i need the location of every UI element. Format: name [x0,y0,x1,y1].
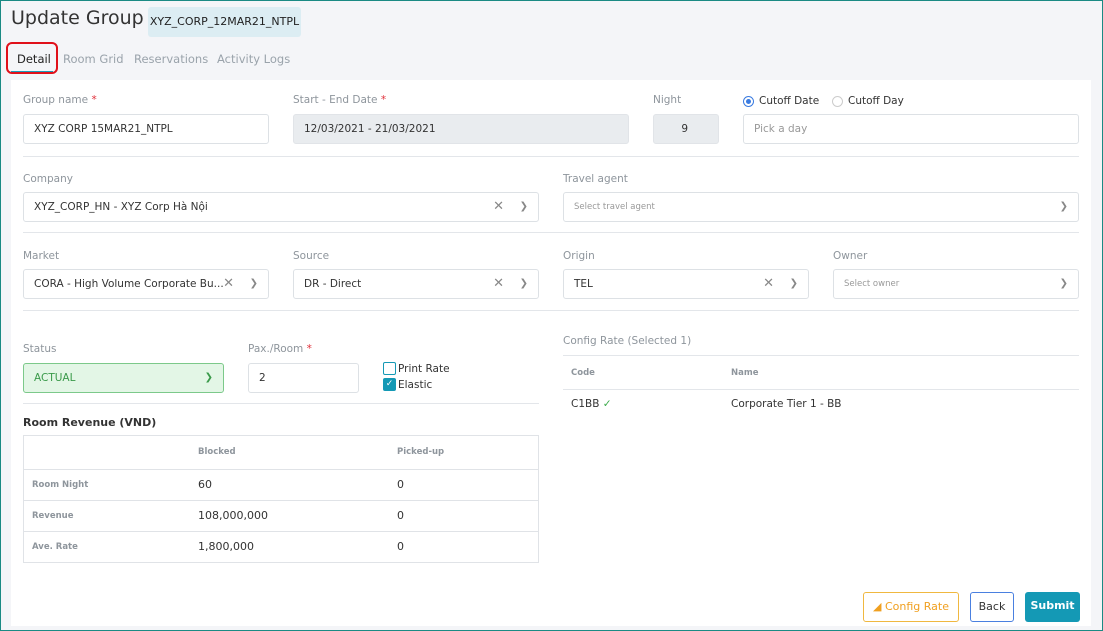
chevron-down-icon: ❯ [519,201,528,212]
divider [563,355,1079,356]
owner-label: Owner [833,250,868,262]
print-rate-checkbox[interactable]: Print Rate [383,362,450,375]
origin-label: Origin [563,250,595,262]
config-icon: ◢ [873,600,882,613]
chevron-down-icon: ❯ [1059,278,1068,289]
market-select[interactable]: CORA - High Volume Corporate Bu... ✕ ❯ [23,269,269,299]
source-label: Source [293,250,330,262]
dates-label: Start - End Date * [293,94,387,106]
group-code-badge: XYZ_CORP_12MAR21_NTPL [148,7,301,37]
chevron-down-icon: ❯ [249,278,258,289]
clear-icon[interactable]: ✕ [493,199,504,214]
check-icon: ✓ [602,398,612,410]
cutoff-day-radio[interactable]: Cutoff Day [832,95,904,107]
clear-icon[interactable]: ✕ [493,276,504,291]
chevron-down-icon: ❯ [519,278,528,289]
tab-detail[interactable]: Detail [17,52,51,66]
divider [23,232,1079,233]
room-revenue-title: Room Revenue (VND) [23,416,157,429]
divider [23,403,539,404]
travel-agent-select[interactable]: Select travel agent ❯ [563,192,1079,222]
night-label: Night [653,94,682,106]
divider [23,310,1079,311]
status-label: Status [23,343,57,355]
code-column-header: Code [571,368,595,378]
table-header: Blocked Picked-up [198,447,445,457]
radio-checked-icon [743,95,754,107]
date-range-input[interactable]: 12/03/2021 - 21/03/2021 [293,114,629,144]
tab-activity-logs[interactable]: Activity Logs [217,52,291,66]
tab-reservations[interactable]: Reservations [134,52,209,66]
config-rate-row[interactable]: C1BB ✓ [571,398,612,410]
submit-button[interactable]: Submit [1025,592,1080,622]
status-select[interactable]: ACTUAL ❯ [23,363,224,393]
table-row: Ave. Rate 1,800,000 0 [24,531,538,562]
table-row: Revenue 108,000,000 0 [24,500,538,531]
table-row: Room Night 60 0 [24,469,538,500]
pax-room-input[interactable]: 2 [248,363,359,393]
travel-agent-label: Travel agent [563,173,628,185]
config-rate-title: Config Rate (Selected 1) [563,335,692,347]
cutoff-day-picker[interactable]: Pick a day [743,114,1079,144]
chevron-down-icon: ❯ [204,372,213,383]
back-button[interactable]: Back [970,592,1014,622]
chevron-down-icon: ❯ [1059,201,1068,212]
config-rate-button[interactable]: ◢ Config Rate [863,592,959,622]
group-name-input[interactable]: XYZ CORP 15MAR21_NTPL [23,114,269,144]
market-label: Market [23,250,60,262]
tab-room-grid[interactable]: Room Grid [63,52,124,66]
divider [563,389,1079,390]
pax-label: Pax./Room * [248,343,312,355]
company-label: Company [23,173,73,185]
clear-icon[interactable]: ✕ [223,276,234,291]
detail-panel [11,80,1091,626]
elastic-checkbox[interactable]: ✓ Elastic [383,378,432,391]
highlight-box [6,42,58,74]
chevron-down-icon: ❯ [789,278,798,289]
config-rate-name: Corporate Tier 1 - BB [731,398,842,410]
company-select[interactable]: XYZ_CORP_HN - XYZ Corp Hà Nội ✕ ❯ [23,192,539,222]
group-name-label: Group name * [23,94,97,106]
page-title: Update Group [11,7,144,29]
cutoff-date-radio[interactable]: Cutoff Date [743,95,819,107]
source-select[interactable]: DR - Direct ✕ ❯ [293,269,539,299]
divider [23,156,1079,157]
name-column-header: Name [731,368,759,378]
room-revenue-table: Blocked Picked-up Room Night 60 0 Revenue 1… [23,435,539,563]
checkbox-checked-icon: ✓ [383,378,396,391]
owner-select[interactable]: Select owner ❯ [833,269,1079,299]
night-input: 9 [653,114,719,144]
checkbox-unchecked-icon [383,362,396,375]
clear-icon[interactable]: ✕ [763,276,774,291]
radio-unchecked-icon [832,95,843,107]
origin-select[interactable]: TEL ✕ ❯ [563,269,809,299]
